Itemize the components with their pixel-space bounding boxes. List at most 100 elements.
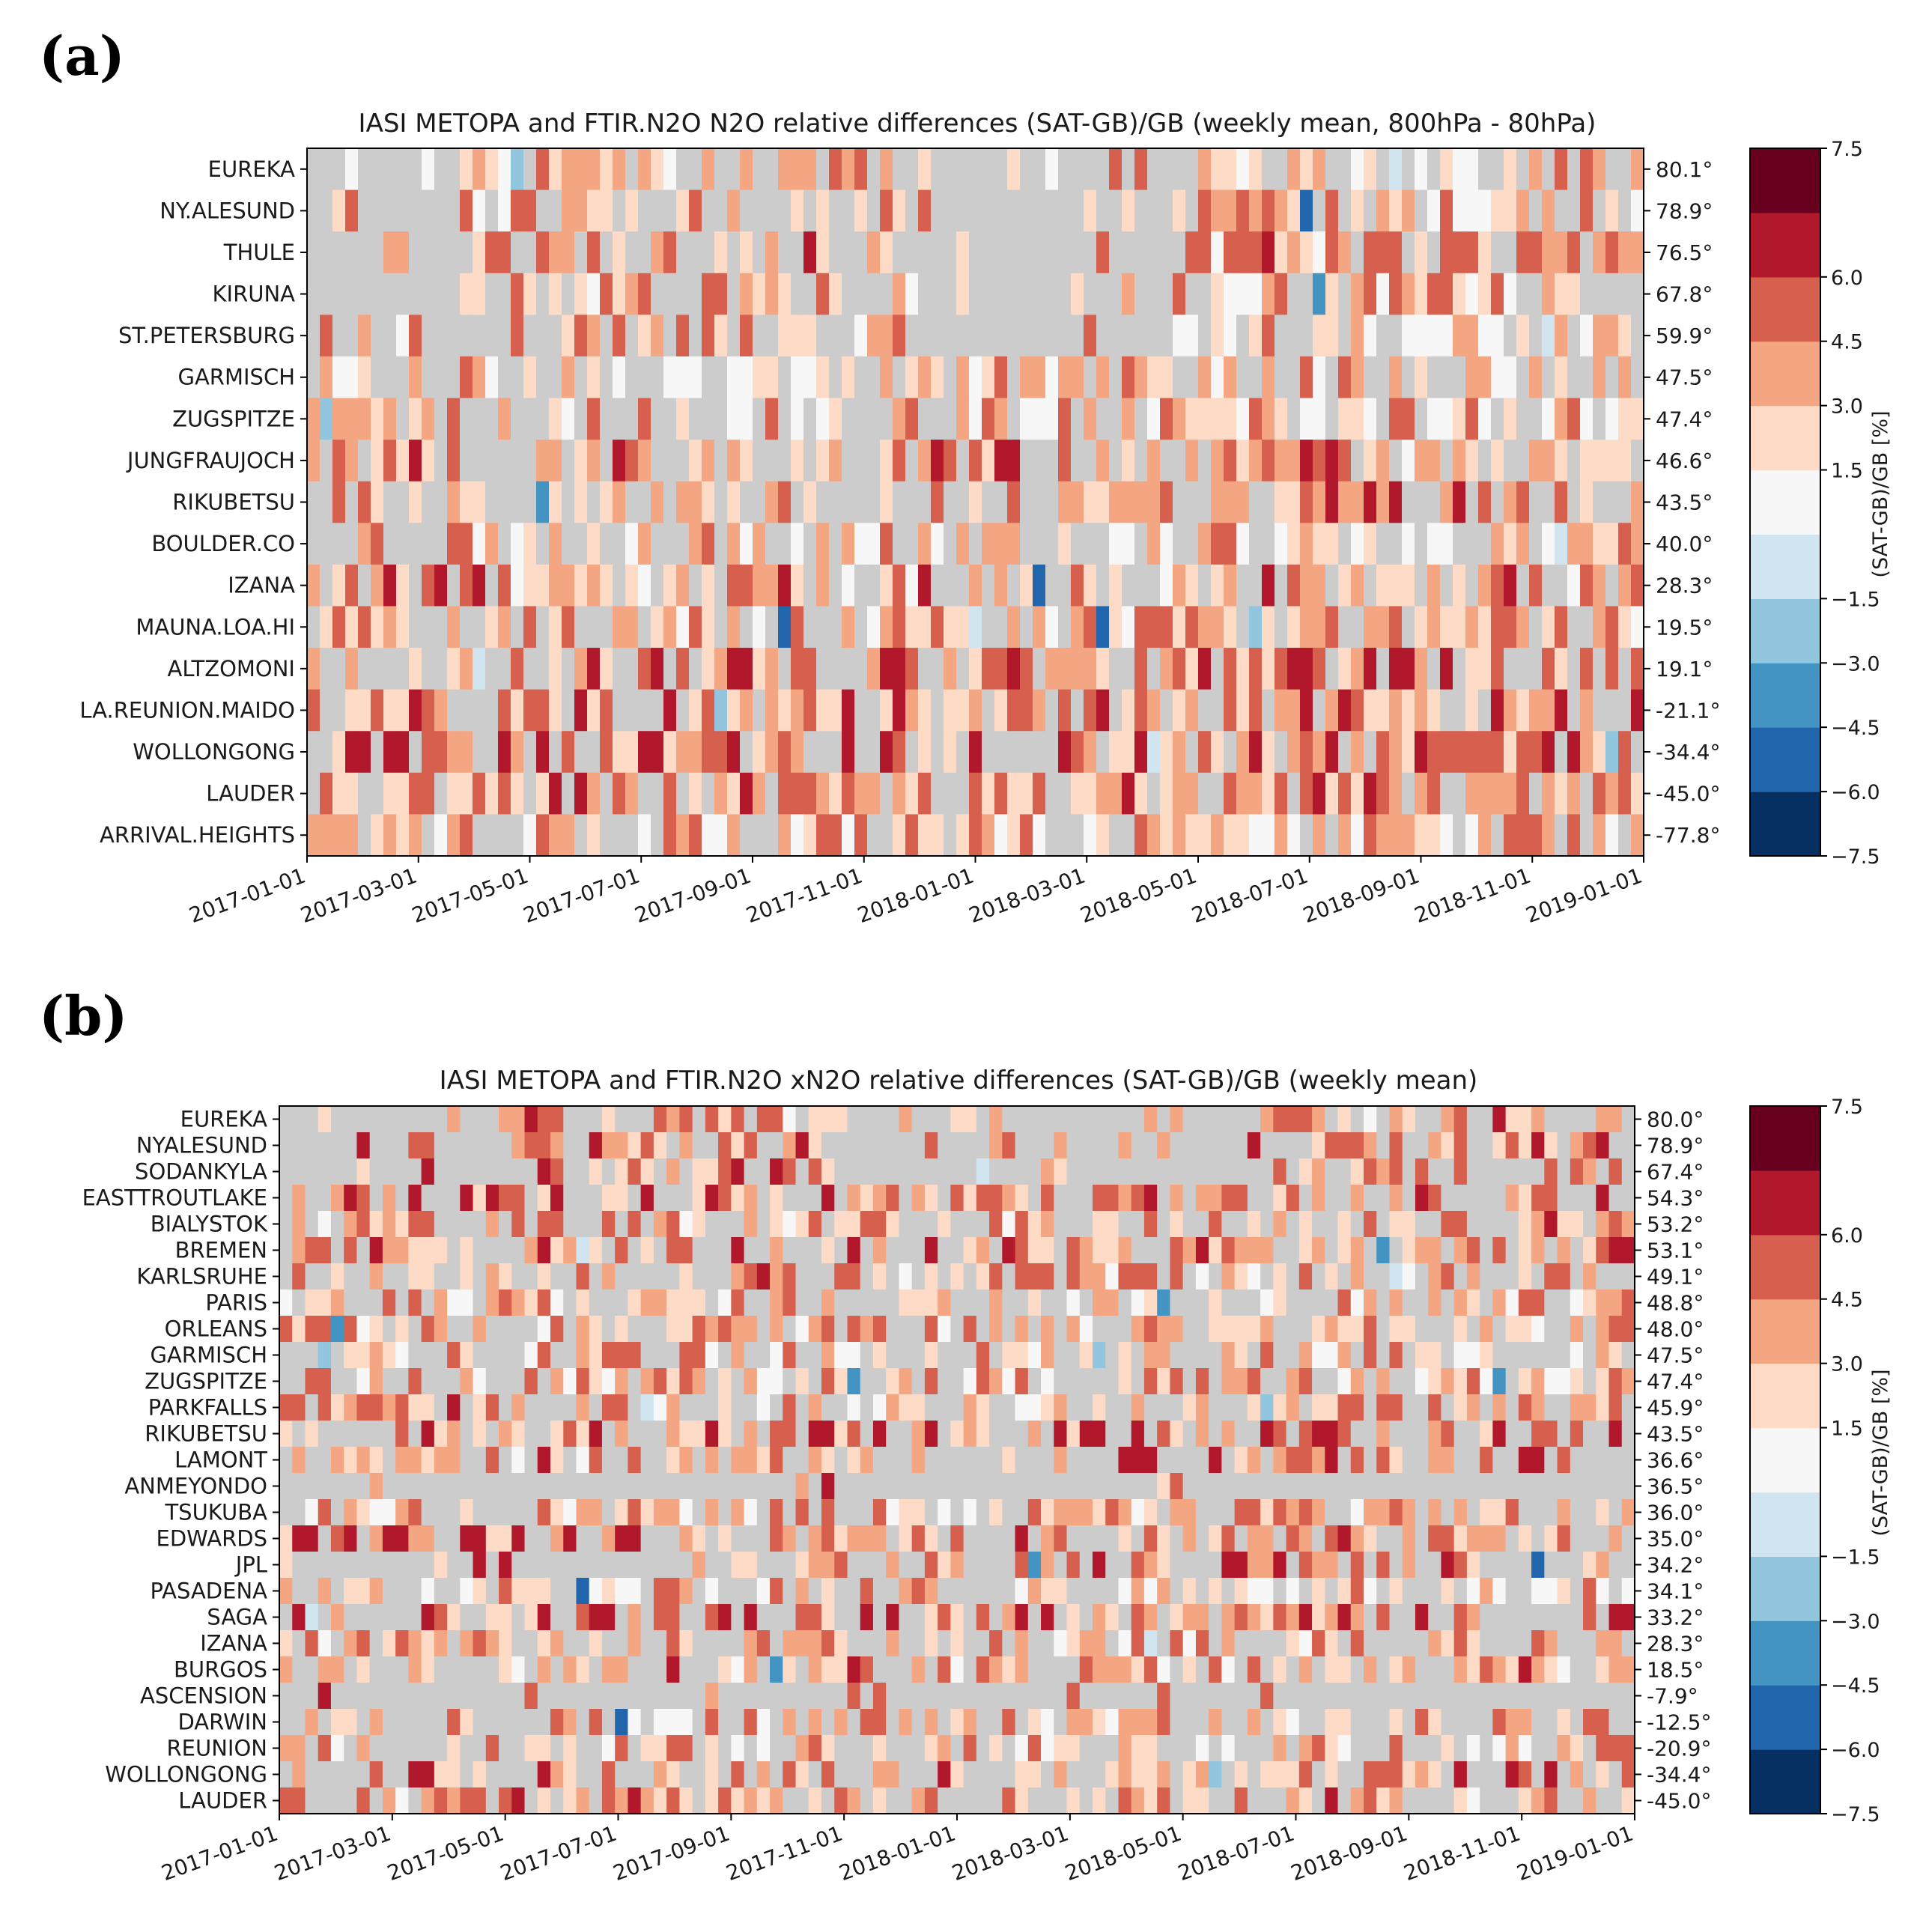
heatmap-cell (640, 1787, 654, 1814)
heatmap-cell (931, 440, 944, 482)
heatmap-cell (587, 398, 601, 440)
heatmap-cell (651, 398, 664, 440)
heatmap-cell (383, 356, 397, 399)
heatmap-cell (1402, 1342, 1416, 1369)
colorbar-segment (1750, 1170, 1820, 1236)
heatmap-cell (938, 1185, 951, 1212)
heatmap-cell (383, 481, 397, 523)
heatmap-cell (589, 1683, 603, 1710)
heatmap-cell (318, 1709, 332, 1736)
heatmap-cell (924, 1158, 938, 1185)
heatmap-cell (950, 1683, 964, 1710)
heatmap-cell (1221, 1158, 1236, 1185)
heatmap-cell (485, 481, 499, 523)
heatmap-cell (1453, 1656, 1468, 1683)
heatmap-cell (1402, 1630, 1416, 1657)
heatmap-cell (1555, 814, 1568, 857)
heatmap-cell (499, 1473, 512, 1500)
heatmap-cell (808, 1761, 822, 1788)
heatmap-cell (969, 606, 982, 648)
heatmap-cell (1157, 1211, 1171, 1238)
heatmap-cell (1260, 1473, 1274, 1500)
heatmap-cell (1157, 1447, 1171, 1474)
heatmap-cell (1453, 1709, 1468, 1736)
heatmap-cell (1262, 148, 1275, 191)
heatmap-cell (1441, 1342, 1455, 1369)
heatmap-cell (1045, 189, 1059, 232)
heatmap-cell (924, 1289, 938, 1316)
heatmap-cell (795, 1158, 809, 1185)
heatmap-cell (395, 1447, 409, 1474)
heatmap-cell (1033, 731, 1046, 774)
heatmap-cell (332, 398, 346, 440)
heatmap-cell (587, 731, 601, 774)
heatmap-cell (829, 189, 842, 232)
heatmap-cell (1453, 1237, 1468, 1264)
heatmap-cell (1170, 1683, 1184, 1710)
heatmap-cell (1478, 440, 1492, 482)
heatmap-cell (589, 1787, 603, 1814)
heatmap-cell (744, 1709, 758, 1736)
heatmap-cell (640, 1578, 654, 1605)
heatmap-cell (1002, 1473, 1016, 1500)
heatmap-cell (1054, 1578, 1068, 1605)
heatmap-cell (408, 1656, 422, 1683)
heatmap-cell (1027, 1787, 1042, 1814)
heatmap-cell (1286, 1106, 1300, 1133)
heatmap-cell (305, 1158, 319, 1185)
heatmap-cell (485, 1656, 499, 1683)
heatmap-cell (408, 1421, 422, 1448)
heatmap-cell (1531, 1709, 1545, 1736)
heatmap-cell (1453, 481, 1466, 523)
heatmap-cell (1631, 356, 1644, 399)
heatmap-cell (1236, 648, 1250, 690)
heatmap-cell (1182, 1106, 1197, 1133)
heatmap-cell (679, 1499, 693, 1526)
heatmap-cell (523, 814, 537, 857)
heatmap-cell (1402, 814, 1415, 857)
heatmap-cell (1465, 523, 1479, 565)
heatmap-cell (847, 1630, 861, 1657)
heatmap-cell (956, 398, 970, 440)
heatmap-cell (628, 1237, 642, 1264)
heatmap-cell (1596, 1158, 1610, 1185)
heatmap-cell (976, 1709, 990, 1736)
heatmap-cell (600, 189, 613, 232)
heatmap-cell (1337, 1447, 1352, 1474)
heatmap-cell (756, 1263, 771, 1290)
heatmap-cell (854, 606, 868, 648)
heatmap-cell (1415, 356, 1428, 399)
heatmap-cell (473, 1132, 487, 1159)
heatmap-cell (834, 1237, 848, 1264)
heatmap-cell (950, 1368, 964, 1395)
heatmap-cell (473, 1656, 487, 1683)
heatmap-cell (666, 1735, 680, 1762)
heatmap-cell (938, 1158, 951, 1185)
heatmap-cell (1376, 1237, 1391, 1264)
heatmap-cell (409, 398, 422, 440)
heatmap-cell (1313, 231, 1326, 274)
heatmap-cell (1350, 1761, 1364, 1788)
heatmap-cell (536, 148, 550, 191)
heatmap-cell (770, 1368, 783, 1395)
heatmap-cell (765, 689, 779, 732)
heatmap-cell (1195, 1630, 1209, 1657)
heatmap-cell (1096, 189, 1110, 232)
heatmap-cell (924, 1656, 938, 1683)
heatmap-cell (292, 1578, 306, 1605)
heatmap-cell (1608, 1473, 1623, 1500)
heatmap-cell (1605, 398, 1619, 440)
heatmap-cell (279, 1552, 293, 1579)
heatmap-cell (1542, 231, 1555, 274)
heatmap-cell (473, 273, 486, 315)
heatmap-cell (1118, 1132, 1132, 1159)
heatmap-cell (434, 398, 448, 440)
heatmap-cell (1182, 1368, 1197, 1395)
heatmap-cell (1118, 1158, 1132, 1185)
heatmap-cell (1492, 1263, 1507, 1290)
heatmap-cell (1131, 1735, 1145, 1762)
heatmap-cell (1453, 1421, 1468, 1448)
heatmap-cell (1221, 1525, 1236, 1552)
heatmap-cell (1131, 1394, 1145, 1421)
heatmap-cell (576, 1578, 590, 1605)
